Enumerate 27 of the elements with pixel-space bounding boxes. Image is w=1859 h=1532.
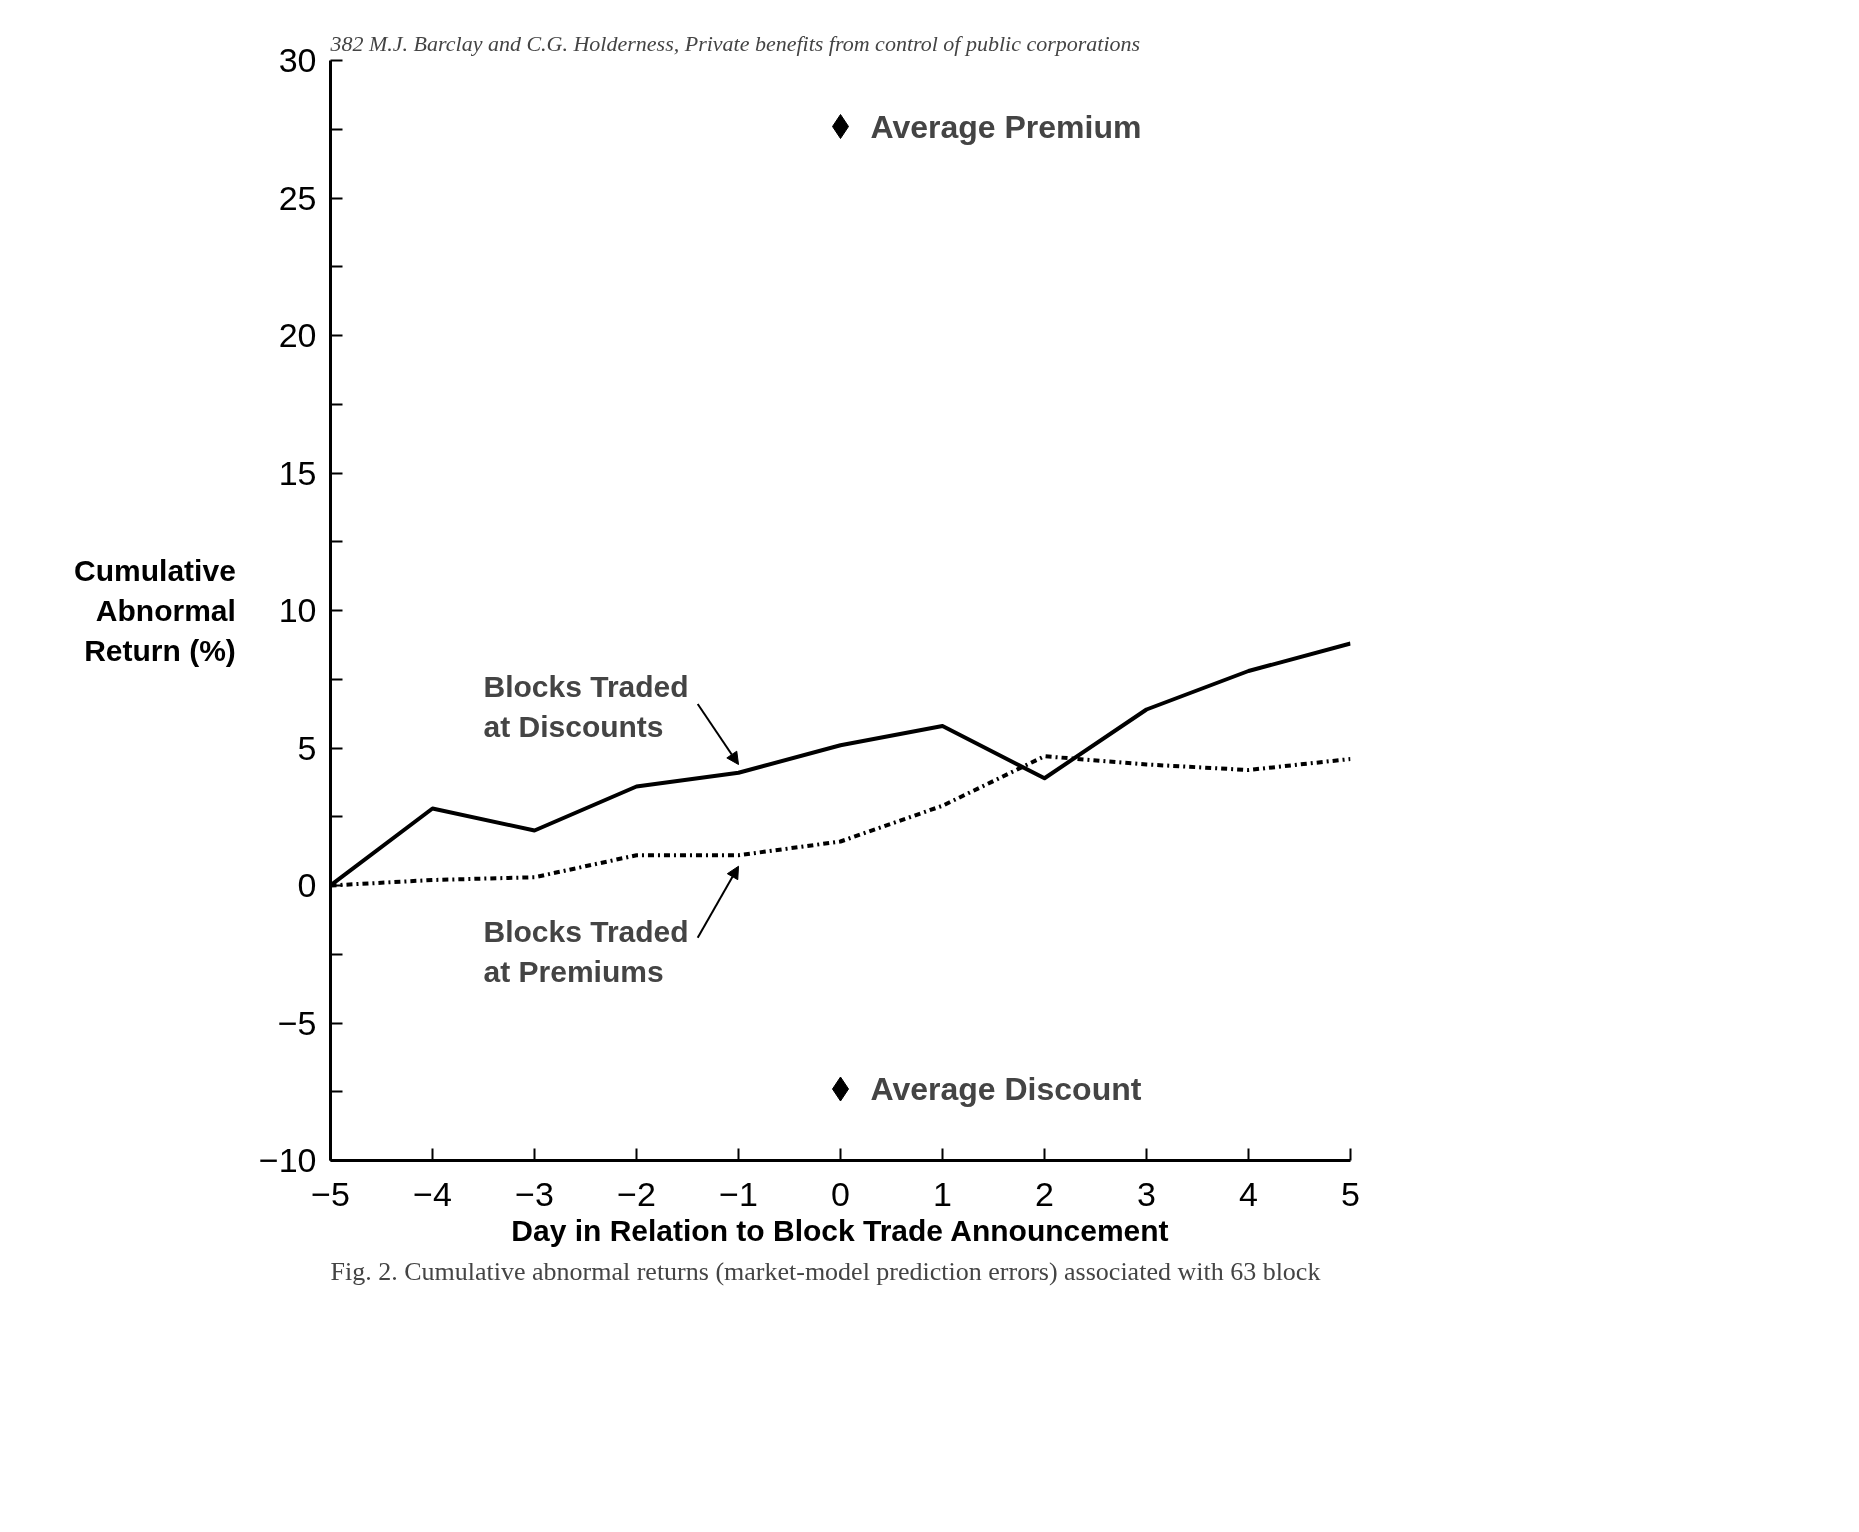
x-tick-label: −4 [413,1174,452,1213]
y-axis-title: Cumulative Abnormal Return (%) [74,554,236,667]
x-tick-label: 1 [933,1174,952,1213]
chart-title: 382 M.J. Barclay and C.G. Holderness, Private benefits from control of public corporations [329,30,1141,56]
x-tick-label: −3 [515,1174,554,1213]
series-label: Average Discount [870,1071,1142,1107]
y-tick-label: −10 [258,1141,317,1179]
x-tick-label: 5 [1341,1174,1360,1213]
y-tick-label: 5 [297,728,317,767]
y-tick-label: −5 [277,1003,317,1042]
series-label: Blocks Traded at Discounts [483,670,689,743]
x-tick-label: −1 [719,1174,758,1213]
x-tick-label: 2 [1035,1174,1054,1213]
series-label: Average Premium [870,108,1142,145]
x-axis-title: Day in Relation to Block Trade Announcement [511,1213,1169,1247]
y-tick-label: 15 [278,453,317,492]
y-tick-label: 10 [278,591,317,629]
y-tick-label: 20 [278,316,317,354]
y-tick-label: 0 [297,866,317,904]
caption: Fig. 2. Cumulative abnormal returns (market-model prediction errors) associated with 63 block [330,1256,1321,1286]
x-tick-label: −2 [617,1174,656,1213]
y-tick-label: 25 [278,178,317,217]
series-label: Blocks Traded at Premiums [483,915,689,988]
x-tick-label: 0 [831,1174,850,1213]
y-tick-label: 30 [278,41,317,79]
x-tick-label: 4 [1239,1174,1258,1213]
x-tick-label: 3 [1137,1174,1156,1213]
